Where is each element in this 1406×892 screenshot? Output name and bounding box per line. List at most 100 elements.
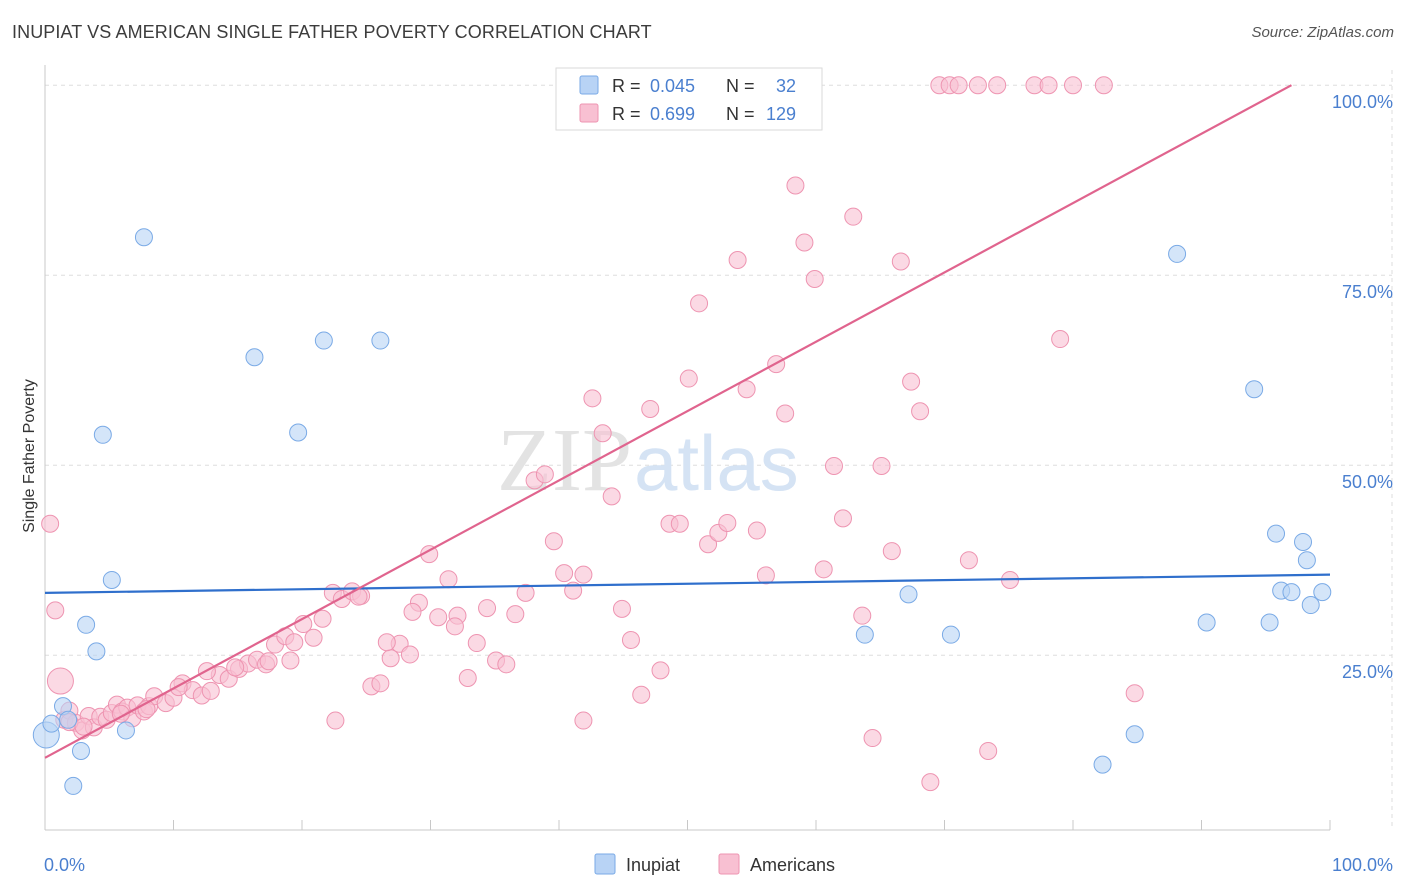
americans-point — [776, 404, 795, 423]
inupiat-point — [1168, 244, 1187, 263]
inupiat-point — [59, 710, 78, 729]
americans-point — [467, 634, 486, 653]
legend-swatch-americans — [718, 853, 740, 875]
legend-swatch-inupiat — [594, 853, 616, 875]
stats-legend: R = 0.045 N = 32 R = 0.699 N = 129 — [555, 67, 823, 131]
inupiat-legend-swatch — [579, 75, 599, 95]
inupiat-point — [1313, 583, 1332, 602]
chart-title: INUPIAT VS AMERICAN SINGLE FATHER POVERT… — [12, 22, 652, 42]
americans-point — [41, 514, 60, 533]
axes: 25.0% 50.0% 75.0% 100.0% 0.0% 100.0% — [44, 65, 1393, 875]
americans-point — [583, 389, 602, 408]
inupiat-point — [289, 423, 308, 442]
inupiat-n-label: N = — [726, 76, 755, 96]
trend-lines — [44, 84, 1331, 759]
inupiat-point — [87, 642, 106, 661]
americans-point — [602, 487, 621, 506]
watermark-atlas: atlas — [634, 419, 799, 507]
y-tick-label: 50.0% — [1342, 472, 1393, 492]
inupiat-r-value: 0.045 — [650, 76, 695, 96]
americans-point — [439, 570, 458, 589]
y-tick-label: 25.0% — [1342, 662, 1393, 682]
americans-point — [641, 399, 660, 418]
inupiat-point — [1125, 725, 1144, 744]
americans-point — [814, 560, 833, 579]
inupiat-point — [245, 348, 264, 367]
inupiat-point — [1297, 551, 1316, 570]
y-tick-label: 75.0% — [1342, 282, 1393, 302]
inupiat-point — [116, 721, 135, 740]
inupiat-point — [71, 741, 90, 760]
americans-point — [445, 617, 464, 636]
inupiat-n-value: 32 — [776, 76, 796, 96]
americans-point — [458, 669, 477, 687]
americans-point — [844, 207, 863, 226]
americans-point — [478, 599, 497, 618]
americans-point — [1051, 330, 1070, 349]
inupiat-trend-line — [44, 573, 1331, 594]
legend-label-inupiat: Inupiat — [626, 855, 680, 875]
americans-point — [1039, 76, 1058, 95]
americans-point — [516, 583, 535, 602]
americans-point — [949, 76, 968, 95]
americans-point — [429, 608, 448, 627]
americans-point — [1125, 684, 1144, 703]
americans-point — [74, 717, 93, 736]
americans-point — [891, 252, 910, 271]
americans-point — [377, 633, 396, 652]
americans-point — [718, 513, 737, 532]
americans-point — [612, 599, 631, 618]
americans-point — [400, 645, 419, 664]
americans-point — [326, 711, 345, 730]
inupiat-point — [1282, 583, 1301, 602]
americans-point — [670, 514, 689, 533]
grid-lines — [45, 70, 1393, 830]
americans-point — [756, 566, 775, 585]
americans-point — [593, 424, 612, 443]
source-credit: Source: ZipAtlas.com — [1251, 24, 1394, 41]
inupiat-point — [1260, 613, 1279, 632]
americans-legend-swatch — [579, 103, 599, 123]
americans-point — [968, 76, 987, 95]
inupiat-point — [371, 331, 390, 350]
x-tick-label: 0.0% — [44, 855, 85, 875]
americans-point — [959, 551, 978, 570]
stats-legend-frame — [555, 67, 823, 131]
americans-point — [699, 535, 718, 554]
americans-n-label: N = — [726, 104, 755, 124]
americans-point — [786, 176, 805, 195]
x-tick-label: 100.0% — [1332, 855, 1393, 875]
americans-point — [921, 773, 940, 792]
americans-r-value: 0.699 — [650, 104, 695, 124]
americans-point — [902, 372, 921, 391]
inupiat-point — [134, 228, 153, 247]
americans-point — [1064, 76, 1082, 95]
inupiat-point — [42, 714, 61, 733]
americans-point — [381, 649, 400, 668]
americans-point — [621, 631, 640, 649]
americans-point — [259, 652, 278, 671]
americans-point — [651, 661, 670, 680]
americans-point — [911, 402, 930, 421]
americans-point — [555, 564, 574, 583]
inupiat-point — [855, 625, 874, 644]
americans-point — [313, 609, 332, 628]
americans-point — [824, 456, 843, 475]
inupiat-r-label: R = — [612, 76, 641, 96]
americans-point — [574, 711, 593, 730]
series-legend: Inupiat Americans — [594, 853, 835, 875]
watermark: ZIP atlas — [497, 411, 799, 510]
americans-point — [535, 465, 554, 484]
americans-point — [285, 633, 304, 652]
americans-point — [1094, 76, 1113, 95]
americans-point — [979, 741, 998, 760]
inupiat-point — [1245, 380, 1264, 399]
americans-point — [371, 674, 390, 693]
americans-point — [853, 606, 872, 625]
americans-point — [304, 628, 323, 647]
americans-point — [46, 601, 65, 620]
inupiat-point — [899, 585, 918, 604]
americans-point — [226, 658, 245, 677]
americans-point — [506, 605, 525, 624]
americans-point — [544, 532, 563, 551]
